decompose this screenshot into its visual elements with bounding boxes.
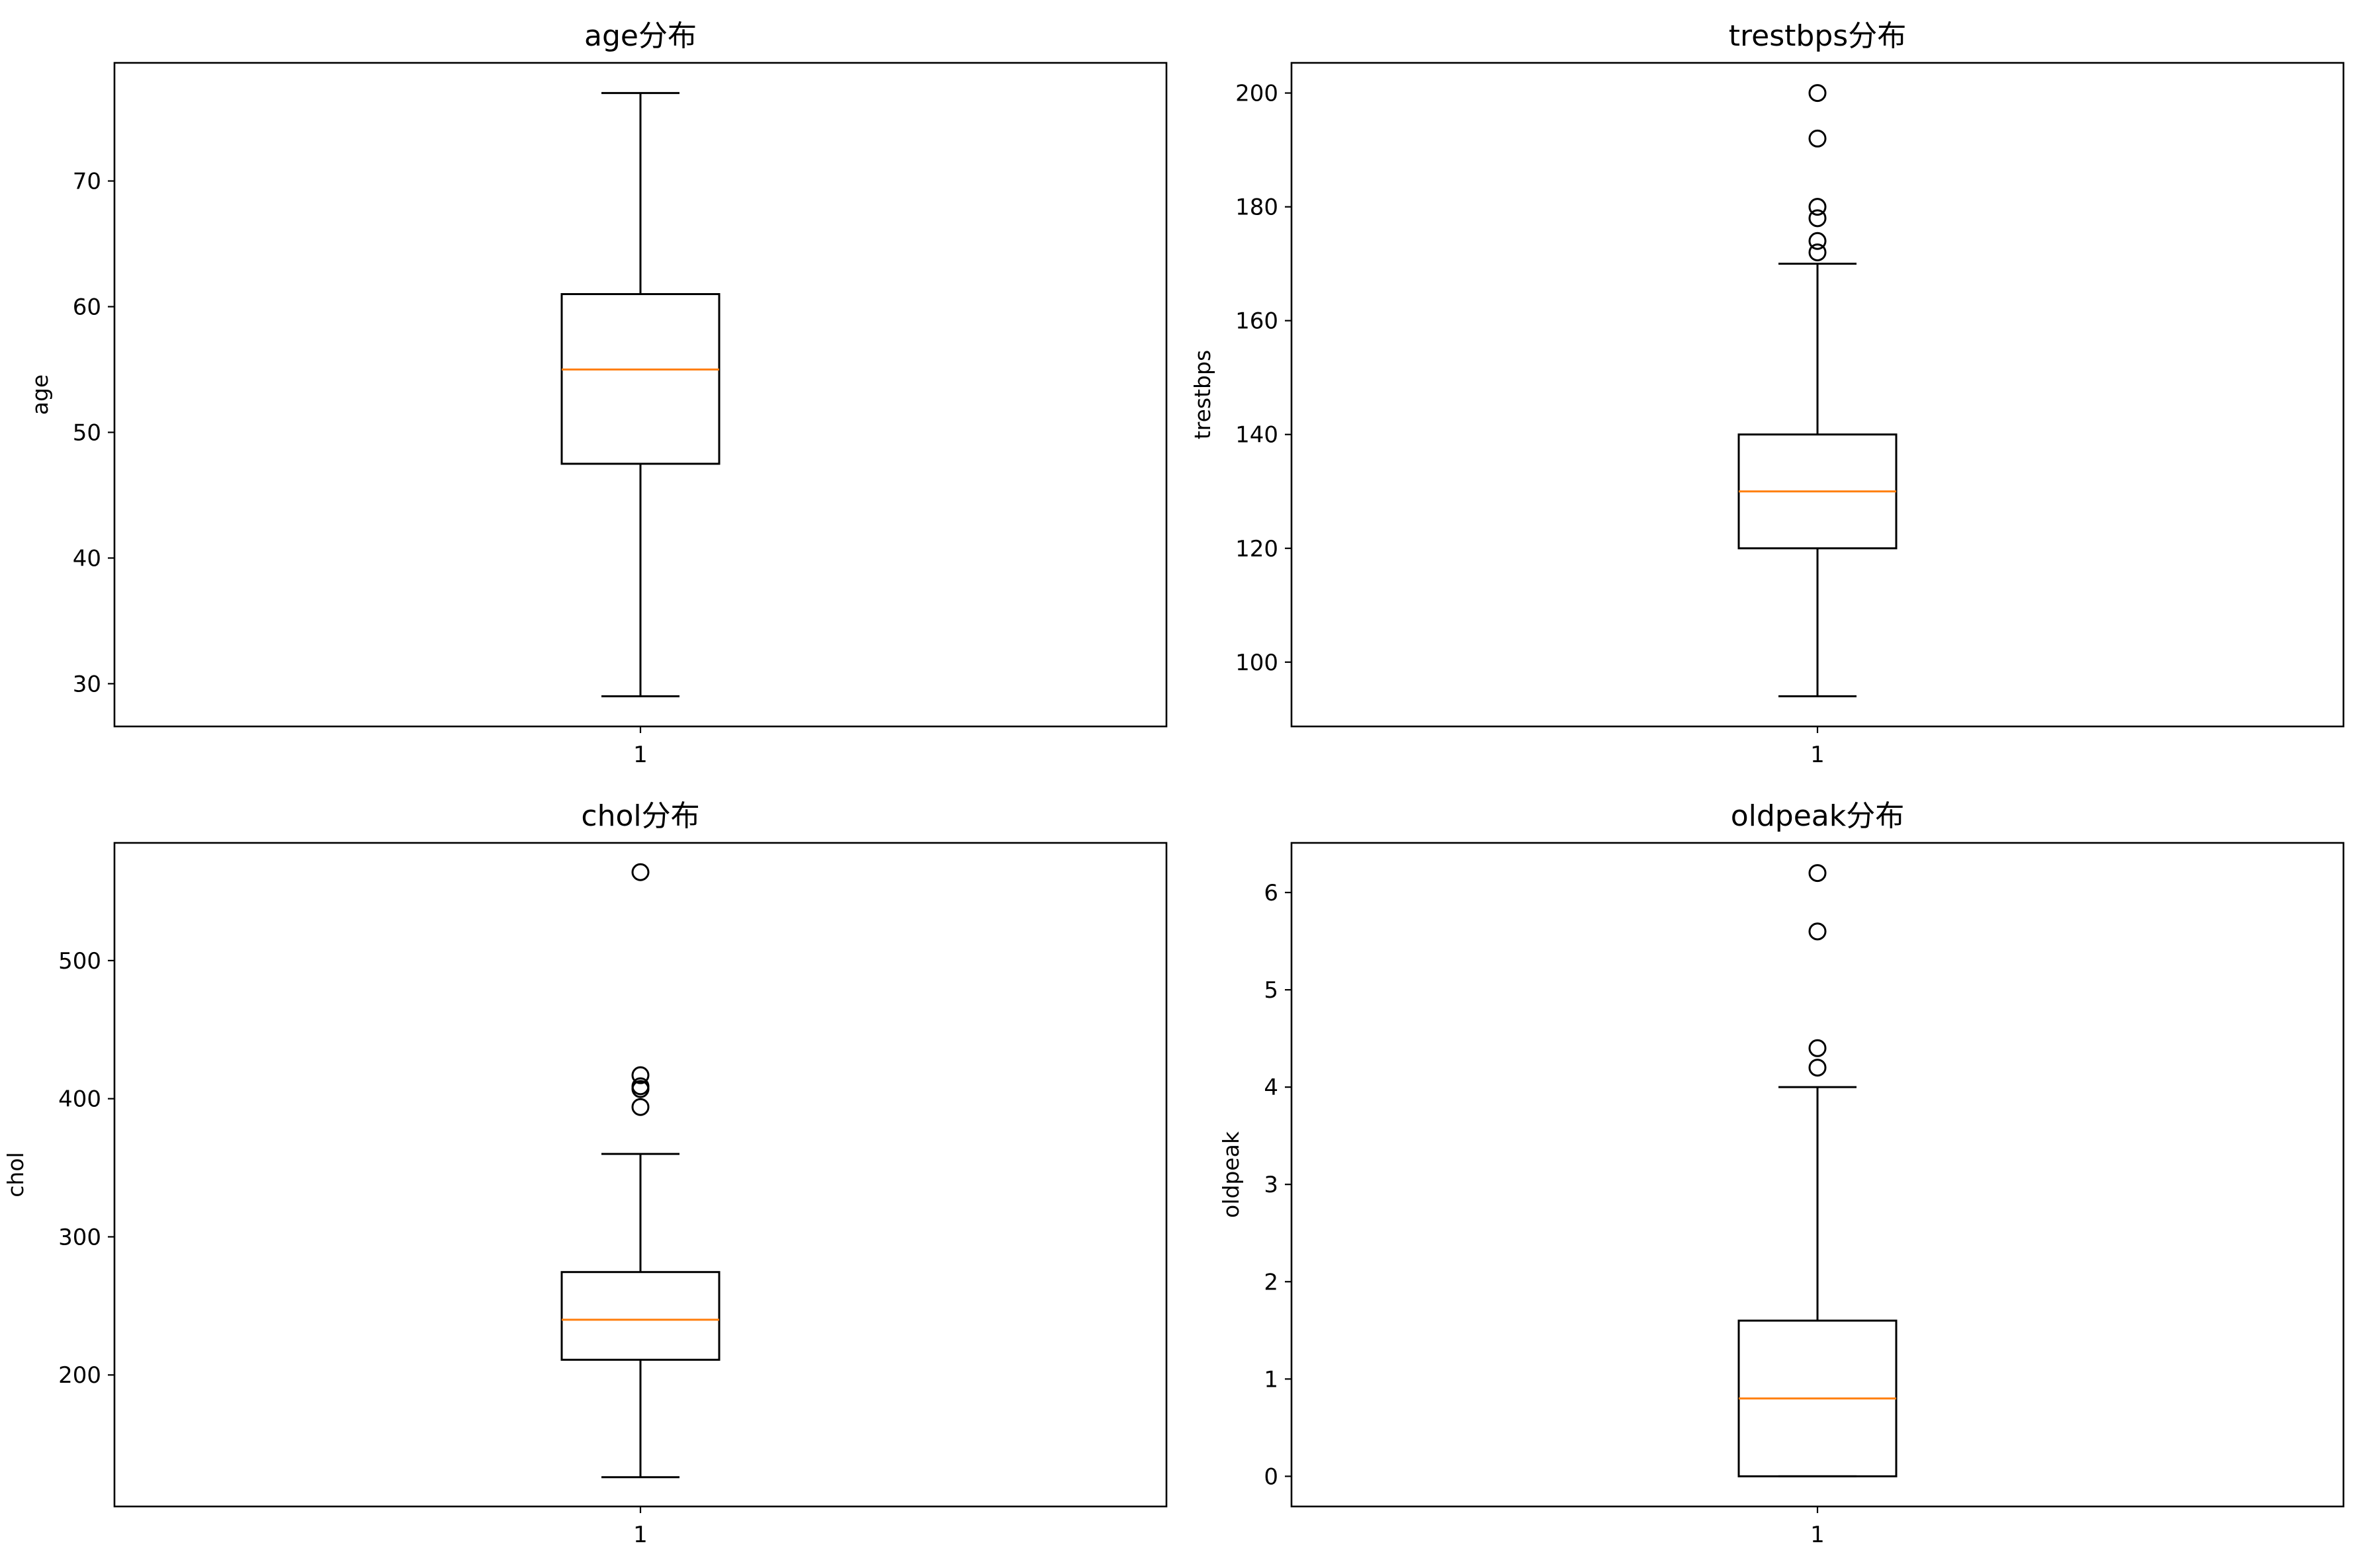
outlier-point	[631, 1098, 650, 1116]
y-tick-label: 40	[73, 545, 101, 572]
y-tick-label: 200	[58, 1362, 101, 1389]
subplot-2: trestbps分布 trestbps 100 120 140 160 180 200 1	[1190, 19, 2345, 768]
x-tick-label: 1	[1810, 742, 1825, 768]
axes-frame	[1290, 62, 2345, 728]
outlier-point	[1808, 922, 1827, 941]
axes-frame	[113, 62, 1168, 728]
outlier-point	[1808, 243, 1827, 261]
y-tick-label: 0	[1264, 1463, 1278, 1490]
outlier-point	[631, 1066, 650, 1084]
y-tick-label: 1	[1264, 1366, 1278, 1393]
y-axis-label: age	[27, 374, 53, 415]
subplot-3: chol分布 chol 200 300 400 500 1	[3, 799, 1168, 1548]
iqr-box	[560, 293, 721, 465]
outlier-point	[1808, 209, 1827, 228]
y-tick-label: 50	[73, 419, 101, 446]
outlier-point	[631, 863, 650, 881]
axes-frame	[1290, 842, 2345, 1508]
outlier-point	[1808, 198, 1827, 216]
y-tick-label: 180	[1235, 195, 1278, 221]
y-tick-label: 3	[1264, 1172, 1278, 1198]
axes-frame	[113, 842, 1168, 1508]
y-tick-label: 6	[1264, 880, 1278, 906]
y-tick-label: 2	[1264, 1269, 1278, 1295]
x-tick-label: 1	[1810, 1522, 1825, 1548]
outlier-point	[631, 1077, 650, 1096]
y-tick-label: 100	[1235, 650, 1278, 676]
outlier-point	[1808, 232, 1827, 250]
subplot-4: oldpeak分布 oldpeak 0 1 2 3 4 5 6 1	[1218, 799, 2345, 1548]
outlier-point	[1808, 84, 1827, 103]
y-tick-label: 140	[1235, 422, 1278, 449]
y-axis-label: trestbps	[1190, 350, 1215, 439]
y-tick-label: 60	[73, 294, 101, 321]
y-tick-label: 4	[1264, 1074, 1278, 1101]
y-tick-label: 160	[1235, 308, 1278, 335]
subplot-title: oldpeak分布	[1731, 799, 1905, 833]
subplot-title: age分布	[584, 19, 697, 53]
iqr-box	[560, 1271, 721, 1361]
outlier-point	[1808, 1039, 1827, 1057]
y-axis-label: oldpeak	[1218, 1131, 1244, 1218]
x-tick-label: 1	[633, 1522, 648, 1548]
y-tick-label: 5	[1264, 977, 1278, 1004]
y-tick-label: 70	[73, 169, 101, 195]
y-tick-label: 120	[1235, 536, 1278, 562]
y-tick-label: 500	[58, 948, 101, 975]
outlier-point	[1808, 864, 1827, 883]
y-axis-label: chol	[3, 1152, 28, 1197]
outlier-point	[1808, 129, 1827, 148]
subplot-title: trestbps分布	[1729, 19, 1906, 53]
y-tick-label: 400	[58, 1086, 101, 1113]
y-tick-label: 30	[73, 671, 101, 697]
outlier-point	[1808, 1059, 1827, 1077]
subplot-title: chol分布	[581, 799, 699, 833]
x-tick-label: 1	[633, 742, 648, 768]
subplot-1: age分布 age 30 40 50 60 70 1	[27, 19, 1168, 768]
y-tick-label: 200	[1235, 81, 1278, 107]
y-tick-label: 300	[58, 1224, 101, 1250]
